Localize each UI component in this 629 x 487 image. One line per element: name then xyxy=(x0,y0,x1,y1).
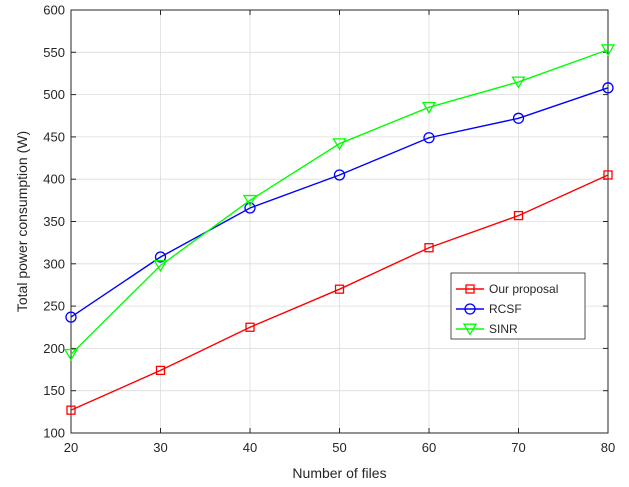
data-point-our-proposal xyxy=(155,365,166,376)
series-line-sinr xyxy=(70,49,609,355)
data-point-rcsf xyxy=(512,112,525,124)
series-line-our-proposal xyxy=(70,174,609,411)
y-tick-label: 500 xyxy=(43,87,65,102)
y-axis-title: Total power consumption (W) xyxy=(14,131,30,312)
data-point-rcsf xyxy=(65,311,77,323)
data-point-our-proposal xyxy=(245,322,255,332)
y-tick-label: 150 xyxy=(43,383,65,398)
data-point-sinr xyxy=(242,194,258,208)
series-group xyxy=(63,44,616,415)
legend-marker-rcsf xyxy=(464,303,476,315)
legend-label-our-proposal: Our proposal xyxy=(489,282,558,296)
data-point-sinr xyxy=(63,348,79,362)
y-tick-label: 600 xyxy=(43,3,65,18)
data-point-sinr xyxy=(511,76,526,89)
data-point-our-proposal xyxy=(334,284,345,294)
legend-marker-our-proposal xyxy=(465,284,475,294)
y-tick-label: 100 xyxy=(43,426,65,441)
x-tick-label: 20 xyxy=(64,440,78,455)
series-sinr xyxy=(63,44,616,362)
y-tick-label: 200 xyxy=(43,341,65,356)
legend-label-rcsf: RCSF xyxy=(489,302,522,316)
data-point-rcsf xyxy=(154,251,167,263)
series-line-rcsf xyxy=(70,87,609,318)
legend-label-sinr: SINR xyxy=(489,322,518,336)
data-point-our-proposal xyxy=(603,170,613,180)
x-tick-label: 70 xyxy=(511,440,525,455)
y-tick-label: 300 xyxy=(43,256,65,271)
x-tick-label: 60 xyxy=(422,440,436,455)
data-point-sinr xyxy=(600,44,616,57)
y-tick-label: 350 xyxy=(43,214,65,229)
axis-ticks: 20 30 40 50 60 70 80 100 150 200 250 300 350 400 450 50… xyxy=(43,3,615,456)
y-tick-label: 400 xyxy=(43,172,65,187)
series-rcsf xyxy=(65,82,614,323)
data-point-rcsf xyxy=(602,82,614,94)
data-point-sinr xyxy=(153,260,168,273)
data-point-our-proposal xyxy=(513,210,524,221)
legend-marker-sinr xyxy=(462,323,478,336)
y-tick-label: 250 xyxy=(43,299,65,314)
x-tick-label: 80 xyxy=(601,440,615,455)
y-tick-label: 450 xyxy=(43,129,65,144)
data-point-rcsf xyxy=(423,132,435,144)
x-axis-title: Number of files xyxy=(292,465,386,481)
x-tick-label: 30 xyxy=(153,440,167,455)
data-point-our-proposal xyxy=(424,243,434,253)
data-point-our-proposal xyxy=(66,405,76,415)
x-tick-label: 50 xyxy=(332,440,346,455)
data-point-sinr xyxy=(421,101,437,114)
data-point-rcsf xyxy=(333,169,346,181)
legend: Our proposal RCSF SINR xyxy=(450,272,586,340)
data-point-sinr xyxy=(332,138,347,151)
series-our-proposal xyxy=(66,170,613,415)
x-tick-label: 40 xyxy=(243,440,257,455)
y-tick-label: 550 xyxy=(43,45,65,60)
data-point-rcsf xyxy=(244,202,256,214)
